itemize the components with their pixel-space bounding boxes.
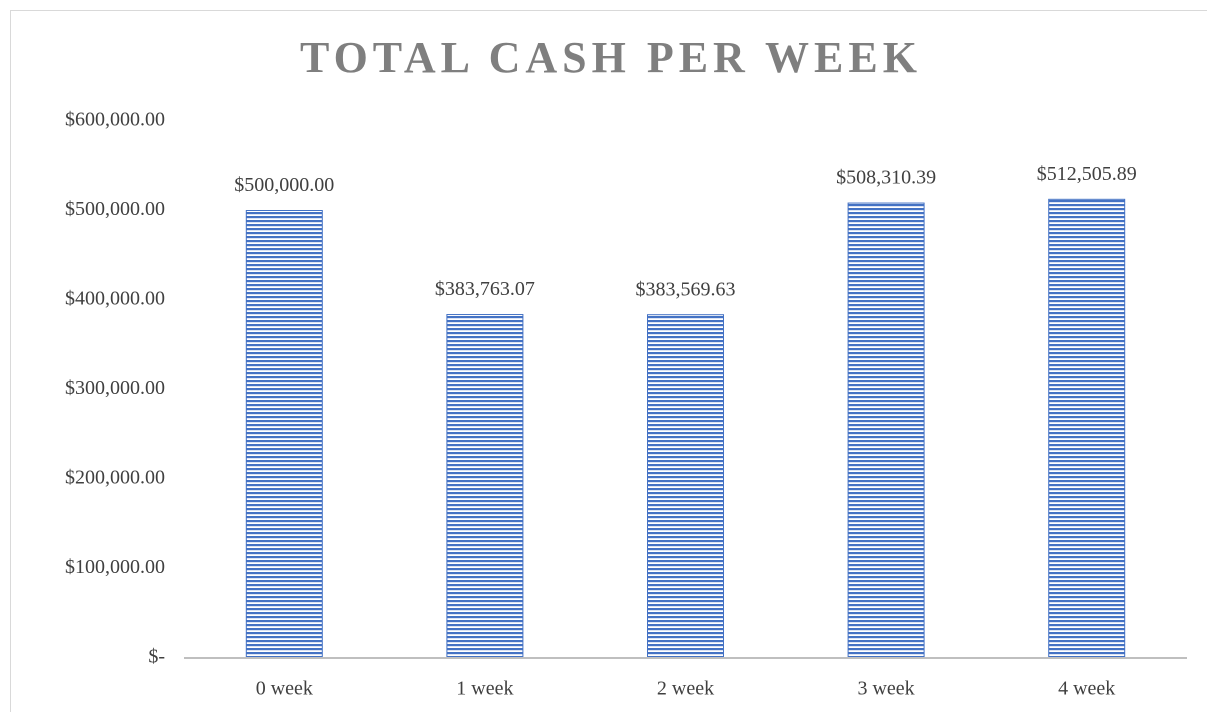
data-label: $508,310.39 xyxy=(836,167,936,189)
x-tick-label: 0 week xyxy=(256,678,313,700)
y-tick-label: $600,000.00 xyxy=(65,109,165,131)
bar xyxy=(847,202,925,659)
x-tick-label: 2 week xyxy=(657,678,714,700)
bar xyxy=(647,314,724,659)
chart-title: TOTAL CASH PER WEEK xyxy=(300,33,922,82)
bar xyxy=(245,210,323,659)
y-tick-label: $200,000.00 xyxy=(65,467,165,489)
x-tick-label: 3 week xyxy=(857,678,914,700)
y-tick-label: $400,000.00 xyxy=(65,288,165,310)
y-tick-label: $300,000.00 xyxy=(65,377,165,399)
bar xyxy=(446,314,524,659)
y-tick-label: $- xyxy=(148,646,165,668)
y-tick-label: $100,000.00 xyxy=(65,556,165,578)
bar xyxy=(1048,198,1126,659)
y-tick-label: $500,000.00 xyxy=(65,198,165,220)
data-label: $383,763.07 xyxy=(435,278,535,300)
data-label: $383,569.63 xyxy=(636,278,736,300)
data-label: $512,505.89 xyxy=(1037,163,1137,185)
x-tick-label: 1 week xyxy=(456,678,513,700)
chart-border xyxy=(10,10,1207,712)
x-tick-label: 4 week xyxy=(1058,678,1115,700)
data-label: $500,000.00 xyxy=(234,174,334,196)
